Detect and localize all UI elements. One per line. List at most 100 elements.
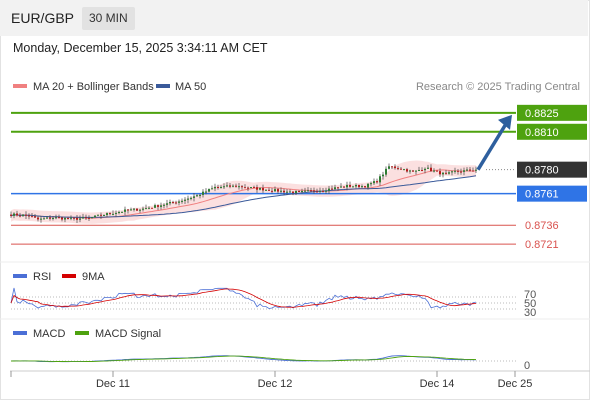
candle-body	[253, 187, 255, 189]
forecast-arrow-head	[498, 114, 512, 130]
candle-body	[325, 190, 327, 192]
candle-body	[280, 190, 282, 192]
candle-body	[208, 189, 210, 192]
candle-body	[259, 188, 261, 190]
candle-body	[376, 181, 378, 183]
candle-body	[184, 199, 186, 201]
candle-body	[217, 186, 219, 188]
candle-body	[406, 169, 408, 172]
forecast-arrow-shaft	[476, 122, 508, 171]
candle-body	[22, 214, 24, 216]
candle-body	[328, 188, 330, 191]
candle-body	[442, 172, 444, 175]
candle-body	[130, 209, 132, 211]
candle-body	[124, 209, 126, 212]
candle-body	[436, 170, 438, 172]
candle-body	[289, 191, 291, 193]
candle-body	[100, 214, 102, 216]
candle-body	[139, 209, 141, 211]
rsi-legend-label: RSI	[33, 271, 51, 283]
target-price-tag	[517, 104, 587, 121]
candle-body	[265, 189, 267, 191]
credit-text: Research © 2025 Trading Central	[416, 81, 580, 93]
candle-body	[337, 187, 339, 189]
candle-body	[424, 168, 426, 171]
candle-body	[238, 186, 240, 188]
candle-body	[298, 191, 300, 193]
candle-body	[343, 186, 345, 188]
support-price-label: 0.8736	[525, 220, 559, 232]
pivot-price-label: 0.8761	[525, 189, 559, 201]
rsi-panel[interactable]	[10, 287, 516, 310]
candle-body	[70, 217, 72, 219]
candle-body	[247, 187, 249, 189]
target-price-label: 0.8810	[525, 127, 559, 139]
candle-body	[202, 191, 204, 195]
candle-body	[295, 191, 297, 193]
candle-body	[94, 215, 96, 218]
candle-body	[43, 218, 45, 220]
candle-body	[46, 217, 48, 219]
ma20-legend-label: MA 20 + Bollinger Bands	[33, 81, 154, 93]
candle-body	[430, 167, 432, 172]
candle-body	[439, 171, 441, 175]
x-axis-tick-label: Dec 11	[96, 378, 130, 390]
candle-body	[226, 185, 228, 187]
pivot-price-tag	[517, 185, 587, 202]
candle-body	[382, 174, 384, 177]
candle-body	[34, 216, 36, 218]
candle-body	[61, 217, 63, 220]
macd-signal-line	[11, 355, 477, 363]
candle-body	[445, 172, 447, 174]
candle-body	[187, 198, 189, 200]
candle-body	[472, 170, 474, 172]
candle-body	[49, 217, 51, 219]
candle-body	[403, 169, 405, 171]
candle-body	[199, 194, 201, 196]
candle-body	[301, 190, 303, 192]
candle-body	[364, 186, 366, 188]
candle-body	[190, 197, 192, 199]
candle-body	[151, 207, 153, 209]
timeframe-button[interactable]: 30 MIN	[82, 7, 135, 30]
candle-body	[400, 168, 402, 170]
candle-body	[379, 176, 381, 183]
candle-body	[115, 212, 117, 214]
candle-body	[196, 195, 198, 197]
candle-body	[310, 190, 312, 192]
candle-body	[349, 185, 351, 187]
candle-body	[313, 190, 315, 192]
bollinger-band-area	[11, 160, 476, 224]
candle-body	[334, 187, 336, 190]
candle-body	[277, 189, 279, 192]
x-axis-tick-label: Dec 14	[420, 378, 455, 390]
rsi-level-30: 30	[524, 307, 536, 319]
candle-body	[133, 208, 135, 210]
candle-body	[211, 188, 213, 190]
candle-body	[10, 214, 12, 216]
candle-body	[235, 185, 237, 187]
candle-body	[145, 208, 147, 210]
candle-body	[346, 185, 348, 188]
candle-body	[88, 217, 90, 219]
candle-body	[169, 201, 171, 204]
candle-body	[148, 207, 150, 209]
candle-body	[181, 200, 183, 202]
candle-body	[136, 208, 138, 211]
rsi-line	[10, 287, 477, 309]
candle-body	[394, 166, 396, 169]
candle-body	[391, 166, 393, 168]
candle-body	[97, 214, 99, 216]
candle-body	[154, 205, 156, 208]
candle-body	[271, 190, 273, 192]
candle-body	[331, 188, 333, 190]
instrument-symbol: EUR/GBP	[11, 10, 75, 26]
candle-body	[418, 169, 420, 171]
candle-body	[433, 170, 435, 172]
candle-body	[142, 208, 144, 210]
ma50-legend-swatch	[156, 84, 170, 88]
candle-body	[178, 201, 180, 203]
candle-body	[58, 217, 60, 219]
macd-panel[interactable]	[10, 355, 516, 363]
